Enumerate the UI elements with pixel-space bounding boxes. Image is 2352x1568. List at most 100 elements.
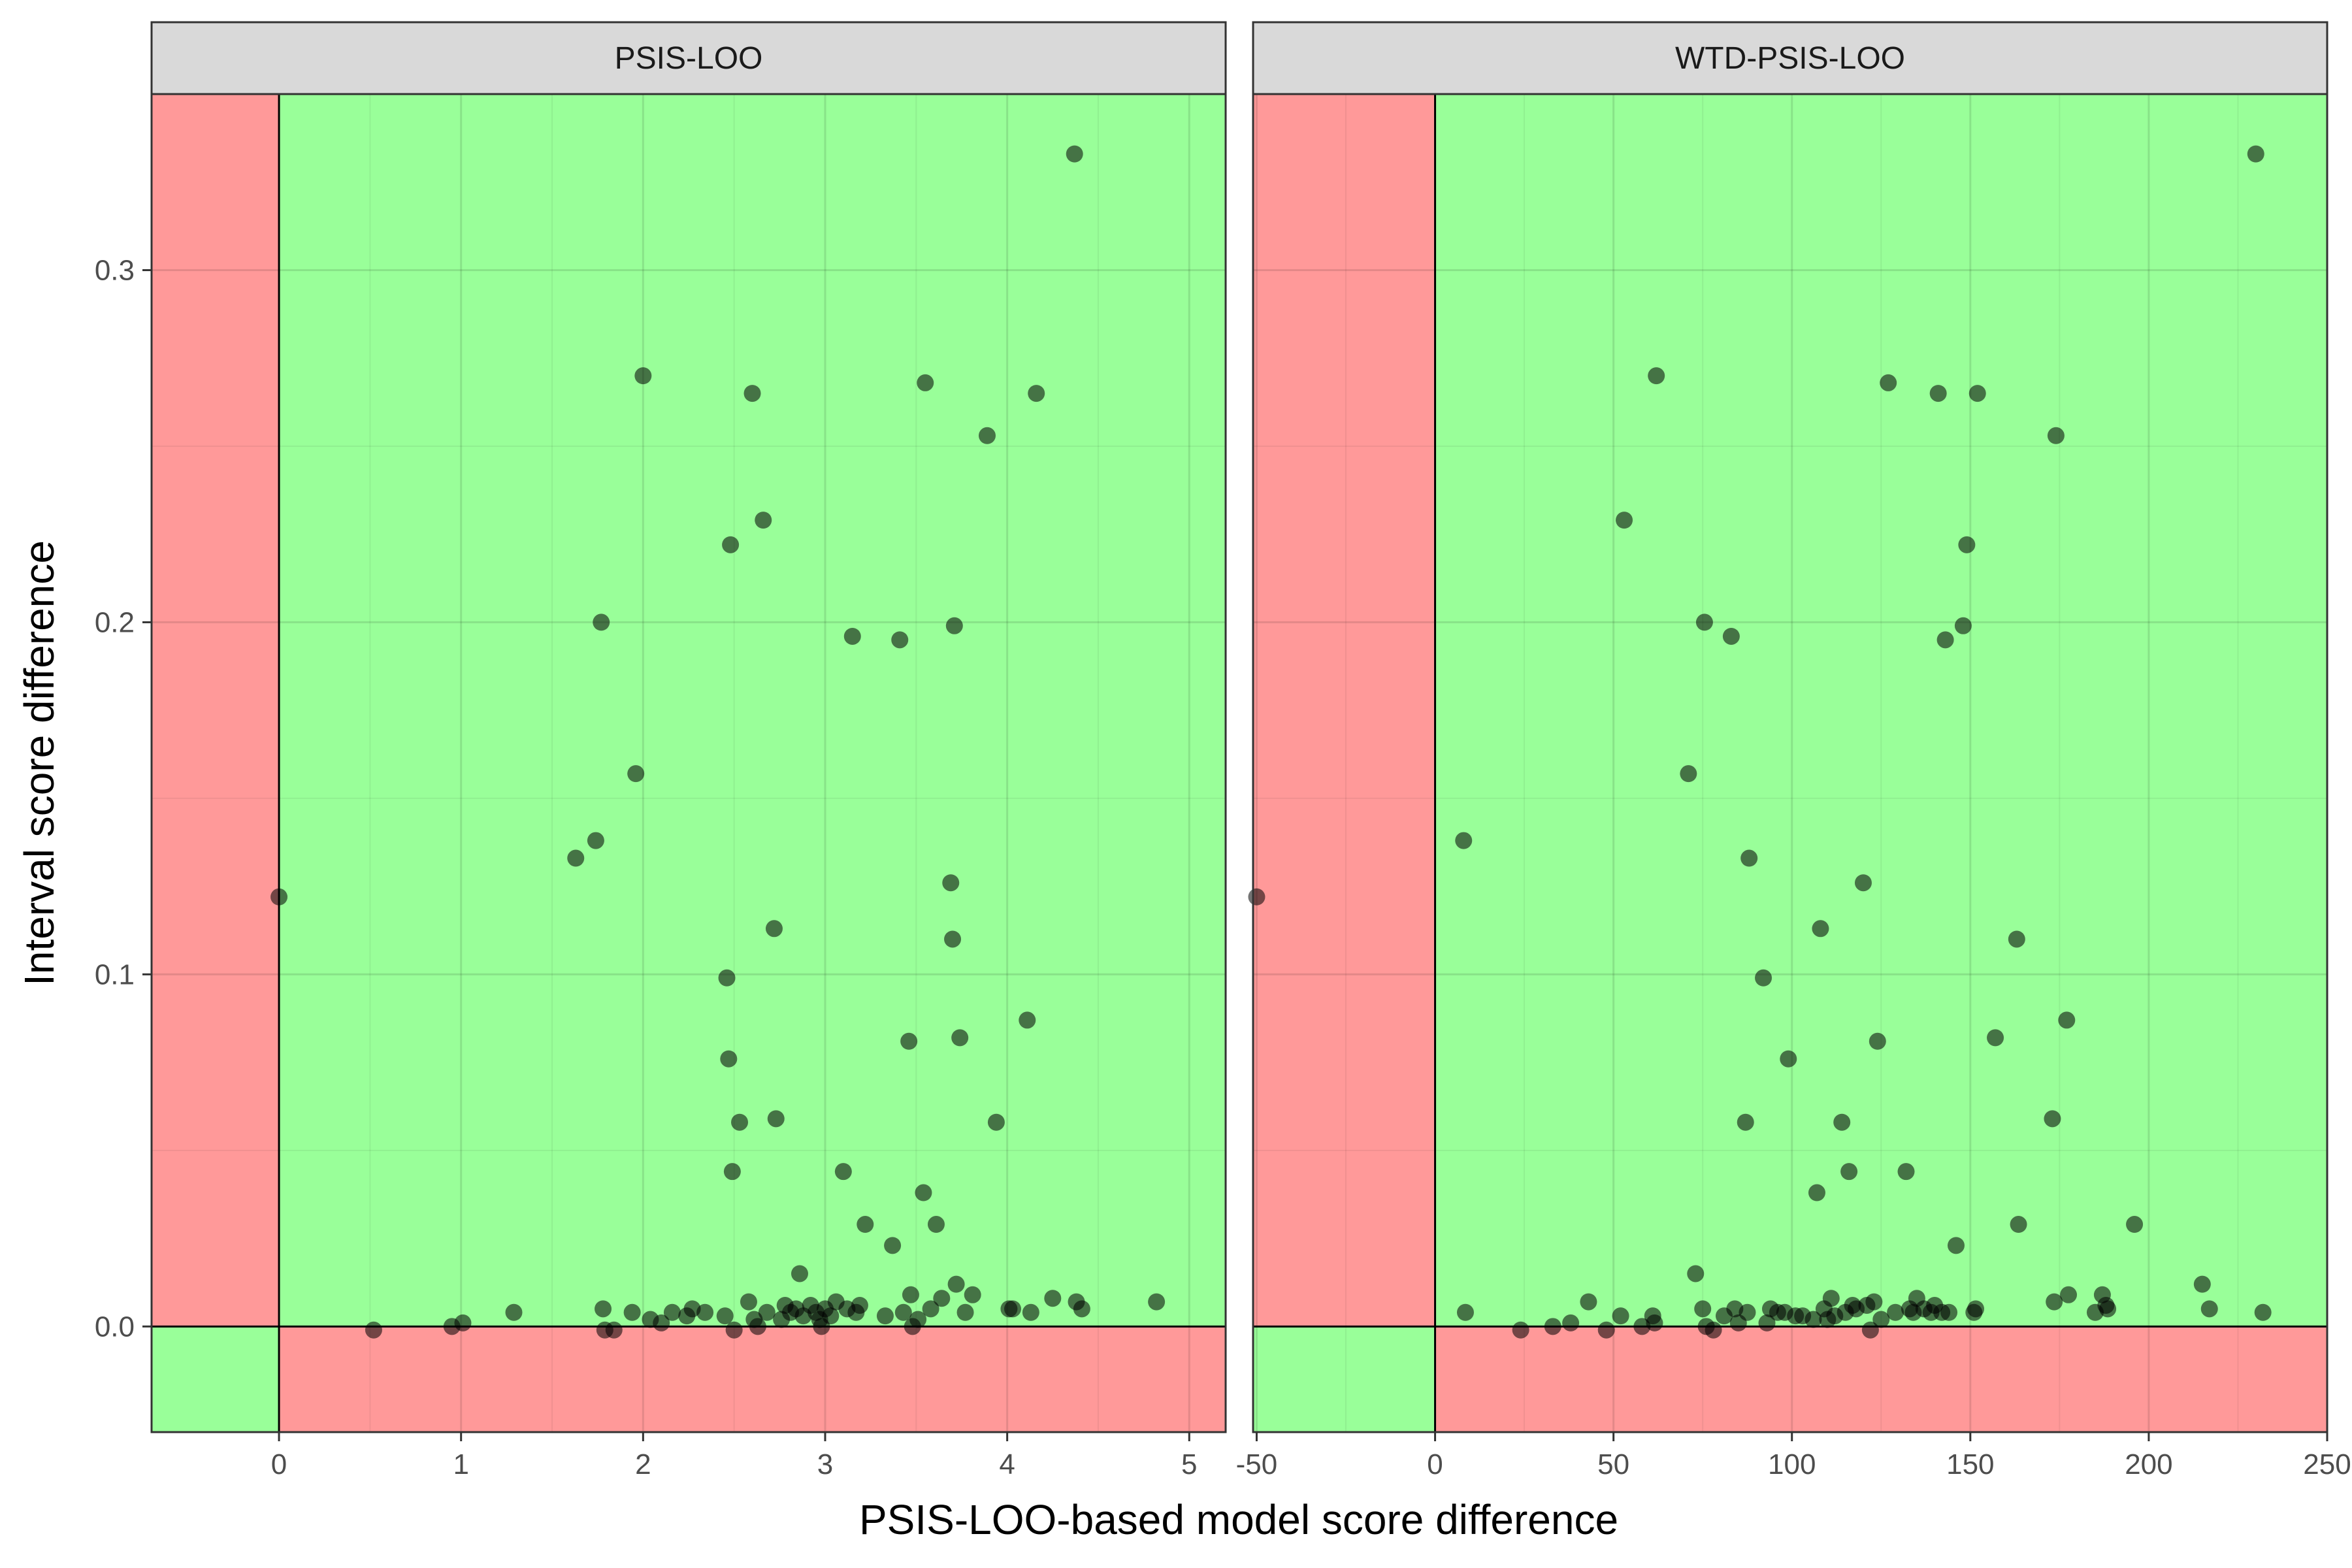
data-point [1456, 1303, 1474, 1321]
data-point [902, 1286, 919, 1303]
y-tick-label: 0.2 [95, 606, 135, 638]
data-point [740, 1293, 757, 1311]
data-point [947, 1275, 965, 1293]
data-point [2099, 1300, 2117, 1318]
data-point [2254, 1303, 2272, 1321]
region-negx-posy [1253, 94, 1435, 1327]
x-tick-label: 4 [999, 1448, 1015, 1480]
data-point [1755, 969, 1772, 987]
data-point [731, 1113, 749, 1131]
facet-panel-1: PSIS-LOO 0 1 2 3 4 5 [150, 21, 1227, 1480]
data-point [1597, 1321, 1615, 1339]
data-point [857, 1216, 874, 1233]
data-point [933, 1290, 951, 1307]
x-tick-label: 0 [1427, 1448, 1443, 1480]
data-point [716, 1307, 734, 1325]
data-point [884, 1237, 902, 1254]
data-point [1987, 1029, 2004, 1047]
data-point [365, 1321, 382, 1339]
data-point [876, 1307, 894, 1325]
data-point [1028, 385, 1045, 402]
data-point [722, 536, 740, 553]
data-point [1936, 631, 1954, 649]
data-point [720, 1050, 738, 1068]
data-point [683, 1300, 701, 1318]
data-point [505, 1303, 523, 1321]
data-point [634, 367, 652, 385]
data-point [1967, 1300, 1985, 1318]
y-tick-label: 0.0 [95, 1311, 135, 1343]
data-point [1580, 1293, 1597, 1311]
data-point [2247, 145, 2264, 163]
data-point [1869, 1032, 1886, 1050]
data-point [942, 874, 960, 892]
data-point [987, 1113, 1005, 1131]
x-axis-1: 0 1 2 3 4 5 [271, 1432, 1198, 1480]
data-point [2008, 930, 2025, 948]
data-point [1148, 1293, 1166, 1311]
y-tick-label: 0.3 [95, 254, 135, 286]
data-point [567, 849, 585, 867]
facet-panel-2: WTD-PSIS-LOO -50 0 50 100 150 200 250 [1236, 21, 2351, 1480]
data-point [2044, 1110, 2061, 1128]
x-tick-label: 0 [271, 1448, 287, 1480]
data-point [1872, 1311, 1890, 1328]
data-point [623, 1303, 641, 1321]
x-tick-label: 150 [1946, 1448, 1994, 1480]
data-point [1544, 1318, 1561, 1335]
region-negx-negy [152, 1326, 280, 1432]
facet-strip [150, 21, 1227, 95]
data-point [1073, 1300, 1090, 1318]
data-point [1780, 1050, 1797, 1068]
data-point [1612, 1307, 1629, 1325]
data-point [595, 1300, 612, 1318]
data-point [1840, 1163, 1858, 1181]
data-point [851, 1296, 868, 1314]
data-point [1646, 1314, 1663, 1331]
data-point [1958, 536, 1976, 553]
data-point [454, 1314, 472, 1331]
data-point [1758, 1314, 1776, 1331]
data-point [587, 832, 604, 849]
data-point [1739, 1303, 1756, 1321]
data-point [1947, 1237, 1965, 1254]
data-point [663, 1303, 681, 1321]
x-tick-label: 2 [635, 1448, 651, 1480]
data-point [1737, 1113, 1754, 1131]
data-point [1880, 374, 1897, 391]
data-point [718, 969, 736, 987]
data-point [1648, 367, 1665, 385]
gridlines [152, 93, 1226, 1432]
data-point [270, 888, 288, 906]
data-point [1822, 1290, 1840, 1307]
data-point [927, 1216, 945, 1233]
data-point [1562, 1314, 1580, 1331]
data-point [964, 1286, 981, 1303]
facet-title: PSIS-LOO [615, 41, 763, 76]
x-tick-label: 3 [817, 1448, 833, 1480]
data-point [891, 631, 909, 649]
data-point [1687, 1265, 1705, 1282]
data-point [1887, 1303, 1904, 1321]
data-point [1854, 874, 1872, 892]
data-point [767, 1110, 785, 1128]
data-point [922, 1300, 939, 1318]
data-point [2193, 1275, 2211, 1293]
x-axis-2: -50 0 50 100 150 200 250 [1236, 1432, 2351, 1480]
data-point [696, 1303, 714, 1321]
data-point [1929, 385, 1947, 402]
data-point [2010, 1216, 2027, 1233]
data-point [1808, 1184, 1825, 1201]
region-negx-posy [152, 94, 280, 1327]
data-point [1833, 1113, 1851, 1131]
data-point [755, 512, 772, 529]
data-point [1740, 849, 1758, 867]
data-point [1616, 512, 1633, 529]
y-tick-label: 0.1 [95, 958, 135, 990]
data-point [978, 427, 996, 444]
facet-panels: PSIS-LOO 0 1 2 3 4 5 WTD-PSIS-LOO -50 0 50 100 150 20… [150, 21, 2351, 1480]
data-point [1705, 1321, 1722, 1339]
data-points [270, 145, 1166, 1339]
data-point [765, 920, 783, 938]
region-posx-negy [1435, 1326, 2327, 1432]
